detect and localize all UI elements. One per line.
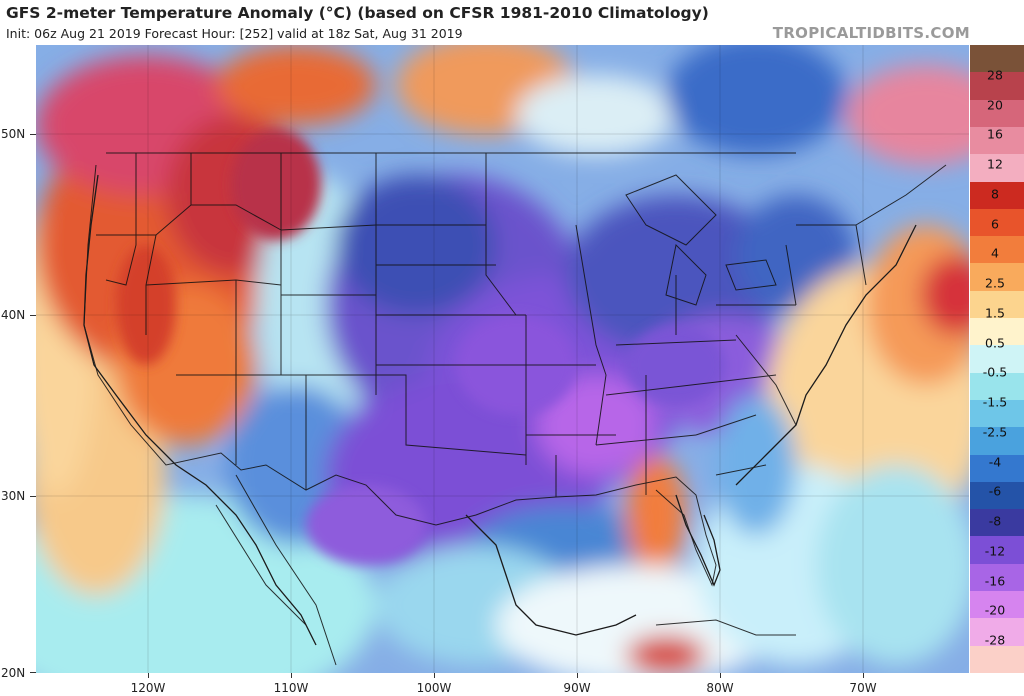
lat-tick xyxy=(30,672,36,673)
colorbar-swatch xyxy=(970,345,1024,374)
colorbar-swatch xyxy=(970,181,1024,210)
colorbar-label: 4 xyxy=(991,245,999,261)
colorbar-swatch xyxy=(970,536,1024,565)
lon-label-90w: 90W xyxy=(563,681,591,695)
colorbar-swatch xyxy=(970,563,1024,592)
lon-tick xyxy=(291,673,292,678)
colorbar-swatch xyxy=(970,399,1024,428)
colorbar-label: 0.5 xyxy=(985,335,1005,351)
colorbar-label: -0.5 xyxy=(982,364,1008,380)
colorbar-swatch xyxy=(970,481,1024,510)
lat-label-20n: 20N xyxy=(1,666,26,680)
lon-label-100w: 100W xyxy=(416,681,452,695)
colorbar-swatch xyxy=(970,236,1024,264)
colorbar-label: -1.5 xyxy=(982,394,1008,410)
colorbar-label: -12 xyxy=(984,543,1006,559)
colorbar-label: -20 xyxy=(984,602,1006,618)
lon-label-120w: 120W xyxy=(130,681,166,695)
colorbar-swatch xyxy=(970,427,1024,456)
colorbar-label: -4 xyxy=(988,454,1002,470)
lat-label-30n: 30N xyxy=(1,489,26,503)
lon-label-80w: 80W xyxy=(706,681,734,695)
lat-tick xyxy=(30,496,36,497)
longitude-axis: 120W 110W 100W 90W 80W 70W xyxy=(36,673,969,696)
graticule xyxy=(36,45,969,673)
map-canvas xyxy=(36,45,969,673)
colorbar-swatch xyxy=(970,154,1024,182)
colorbar-swatch xyxy=(970,509,1024,537)
colorbar-swatch xyxy=(970,45,1024,73)
colorbar-swatch xyxy=(970,618,1024,647)
colorbar-swatch xyxy=(970,72,1024,101)
colorbar-swatch xyxy=(970,591,1024,619)
lon-tick xyxy=(148,673,149,678)
colorbar-swatch xyxy=(970,126,1024,155)
colorbar-swatch xyxy=(970,372,1024,401)
map-subtitle: Init: 06z Aug 21 2019 Forecast Hour: [25… xyxy=(6,26,463,41)
colorbar-swatch xyxy=(970,99,1024,128)
latitude-axis: 50N 40N 30N 20N xyxy=(0,45,36,680)
colorbar-swatch xyxy=(970,263,1024,292)
lat-tick xyxy=(30,134,36,135)
lon-label-70w: 70W xyxy=(849,681,877,695)
coastlines xyxy=(83,174,917,646)
colorbar-label: 12 xyxy=(987,156,1003,172)
map-title: GFS 2-meter Temperature Anomaly (°C) (ba… xyxy=(6,4,709,22)
colorbar-label: -6 xyxy=(988,483,1002,499)
colorbar-label: 28 xyxy=(987,67,1003,83)
lat-label-50n: 50N xyxy=(1,127,26,141)
lon-tick xyxy=(863,673,864,678)
colorbar-swatch xyxy=(970,454,1024,483)
colorbar-swatch xyxy=(970,318,1024,346)
colorbar-swatch xyxy=(970,208,1024,237)
lon-tick xyxy=(434,673,435,678)
colorbar-swatch xyxy=(970,645,1024,674)
political-borders xyxy=(83,152,947,666)
colorbar-label: 1.5 xyxy=(985,305,1005,321)
lat-label-40n: 40N xyxy=(1,308,26,322)
colorbar-label: -16 xyxy=(984,573,1006,589)
lat-tick xyxy=(30,315,36,316)
colorbar-label: 16 xyxy=(987,126,1003,142)
brand-watermark: TROPICALTIDBITS.COM xyxy=(772,24,970,42)
anomaly-colorbar: 28 20 16 12 8 6 4 2.5 1.5 0.5 -0.5 -1.5 -2.5 -4 -6 -8 -1… xyxy=(970,45,1024,674)
colorbar-label: -28 xyxy=(984,632,1006,648)
colorbar-label: 20 xyxy=(987,97,1003,113)
colorbar-label: 2.5 xyxy=(985,275,1005,291)
colorbar-label: 8 xyxy=(991,186,999,202)
lon-label-110w: 110W xyxy=(273,681,309,695)
lon-tick xyxy=(577,673,578,678)
anomaly-map xyxy=(36,45,969,673)
lon-tick xyxy=(720,673,721,678)
colorbar-label: -2.5 xyxy=(982,424,1008,440)
colorbar-label: 6 xyxy=(991,216,999,232)
colorbar-label: -8 xyxy=(988,513,1002,529)
colorbar-swatch xyxy=(970,290,1024,319)
